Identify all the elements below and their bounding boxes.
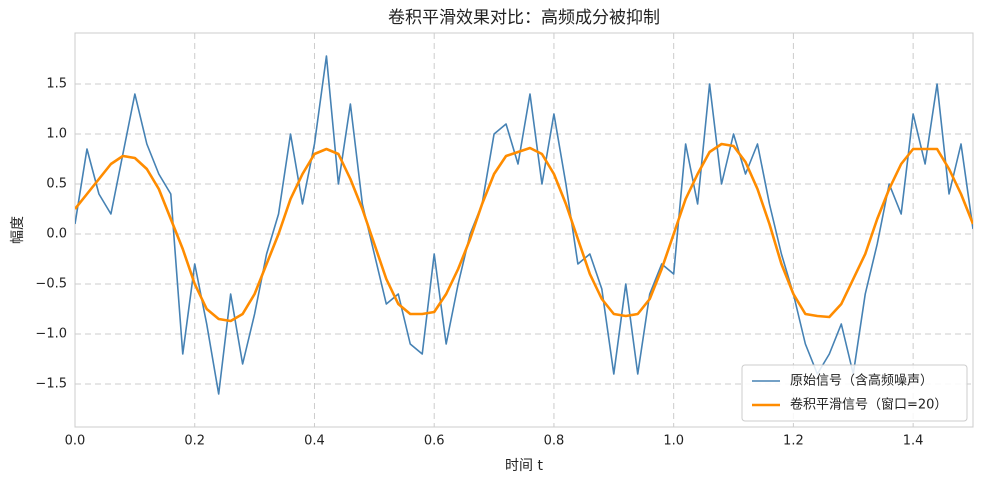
x-tick-label: 1.4: [903, 434, 924, 449]
y-tick-label: 1.0: [46, 127, 67, 142]
legend-box: [741, 364, 968, 422]
x-tick-label: 0.2: [184, 434, 205, 449]
x-tick-label: 1.2: [783, 434, 804, 449]
y-tick-label: −1.5: [35, 377, 67, 392]
series-line: [75, 55, 973, 395]
y-tick-label: 1.5: [46, 77, 67, 92]
y-axis-label: 幅度: [10, 216, 26, 244]
plot-frame: [74, 32, 974, 428]
x-tick-label: 0.4: [304, 434, 325, 449]
legend-label: 卷积平滑信号（窗口=20）: [790, 397, 947, 413]
y-tick-label: −0.5: [35, 277, 67, 292]
x-tick-label: 0.8: [544, 434, 565, 449]
series-line: [75, 142, 973, 323]
x-tick-label: 0.0: [65, 434, 86, 449]
y-tick-label: 0.0: [46, 227, 67, 242]
x-tick-label: 0.6: [424, 434, 445, 449]
legend-label: 原始信号（含高频噪声）: [790, 373, 933, 389]
x-tick-label: 1.0: [663, 434, 684, 449]
y-tick-label: −1.0: [35, 327, 67, 342]
y-tick-label: 0.5: [46, 177, 67, 192]
chart-title: 卷积平滑效果对比：高频成分被抑制: [388, 8, 660, 28]
x-axis-label: 时间 t: [505, 458, 543, 474]
